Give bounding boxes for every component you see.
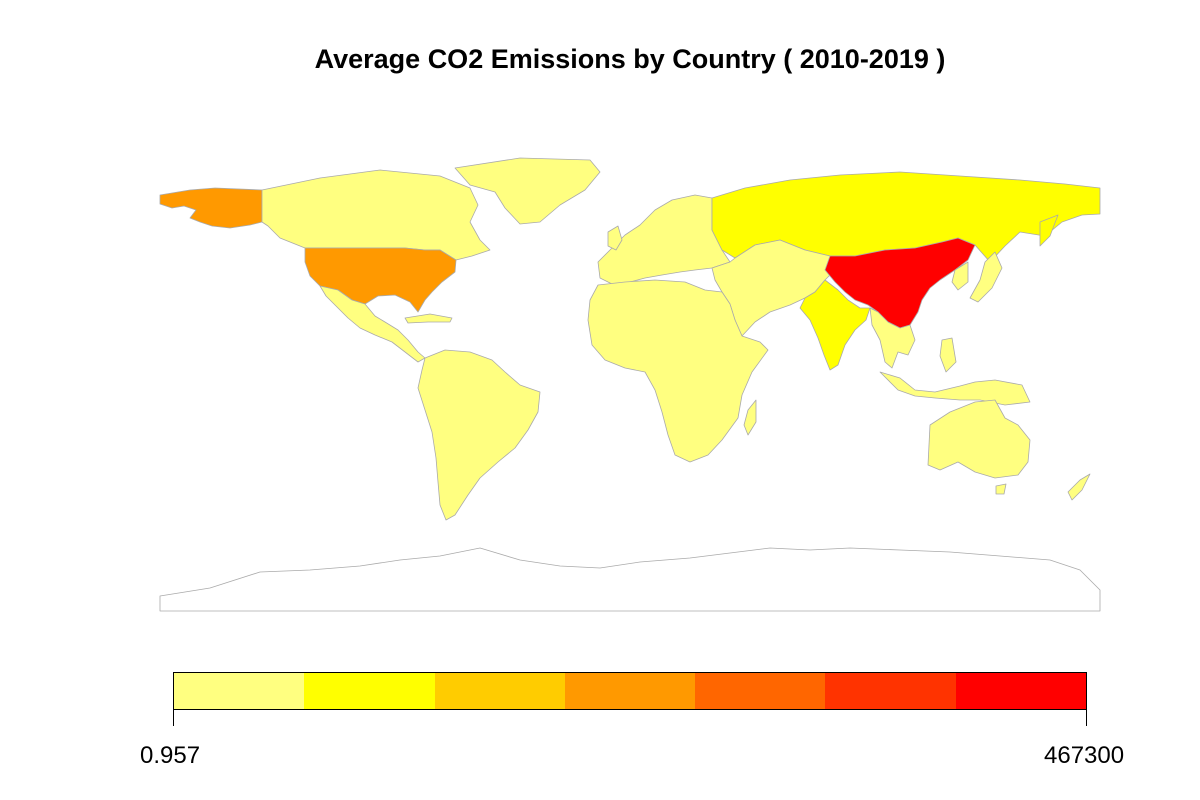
region-korea: [951, 261, 969, 291]
legend-bin: [304, 673, 435, 709]
legend-bin: [955, 673, 1086, 709]
region-madagascar: [743, 399, 757, 436]
region-japan: [969, 251, 1003, 303]
legend-max-label: 467300: [1044, 742, 1125, 769]
region-india: [799, 279, 871, 371]
region-indonesia: [879, 371, 1031, 406]
legend-color-bar: [173, 672, 1087, 710]
region-alaska: [159, 187, 263, 229]
region-southeast-asia: [869, 307, 916, 369]
legend-bin: [695, 673, 826, 709]
legend-bin: [564, 673, 696, 709]
legend-bin: [434, 673, 565, 709]
region-uk: [607, 225, 623, 251]
legend-bin: [825, 673, 956, 709]
region-caribbean: [404, 313, 453, 324]
region-antarctica: [159, 547, 1101, 612]
legend-tick-min: [173, 709, 174, 726]
region-south-america: [417, 349, 541, 521]
chart-title: Average CO2 Emissions by Country ( 2010-…: [314, 44, 946, 74]
region-united-states: [304, 247, 457, 313]
region-kamchatka: [1039, 214, 1059, 247]
region-canada: [261, 169, 491, 261]
legend-tick-max: [1086, 709, 1087, 726]
region-africa: [587, 279, 769, 463]
region-australia: [927, 399, 1031, 479]
region-philippines: [939, 337, 957, 373]
legend-bin: [174, 673, 305, 709]
region-greenland: [454, 157, 601, 225]
region-tasmania: [995, 483, 1007, 495]
legend-min-label: 0.957: [140, 742, 201, 769]
region-china: [824, 237, 976, 329]
region-new-zealand: [1067, 473, 1091, 501]
